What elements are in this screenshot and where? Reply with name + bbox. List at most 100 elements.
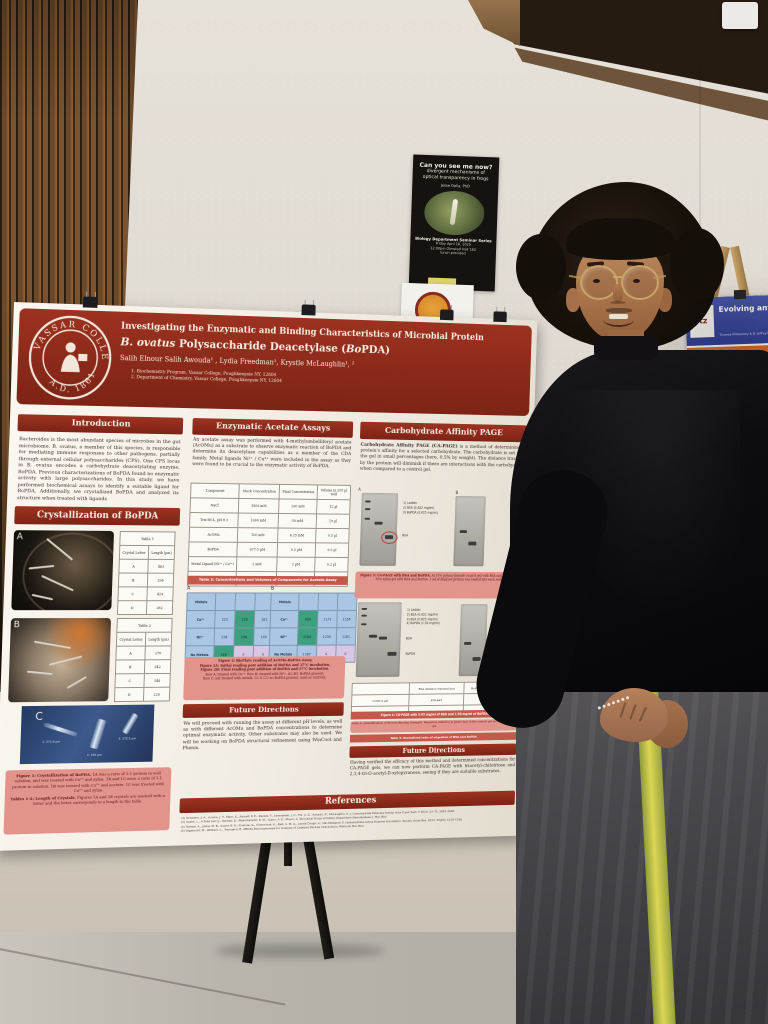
figure-a-letter: A [16, 532, 24, 543]
seal-figure-body [60, 354, 81, 373]
eyeglasses-bridge [613, 276, 622, 278]
frog-spine [449, 198, 459, 226]
svg-text:A.D. 1861: A.D. 1861 [47, 368, 98, 395]
introduction-text: Bacteroides is the most abundant species… [17, 436, 181, 502]
table4-caption: Table 4: Quantification of Protein Bindi… [350, 718, 518, 733]
crystal [26, 670, 53, 675]
seal-house [78, 353, 88, 362]
poster-affiliations: 1. Biochemistry Program, Vassar College,… [131, 369, 527, 392]
gel-image-b1 [453, 495, 486, 567]
plate-row: Cu²⁺ 896 1171 1156 [270, 610, 357, 628]
vassar-college-seal: VASSAR COLLEGE A.D. 1861 [26, 313, 113, 402]
crystal-micrograph-a: A [11, 530, 115, 611]
future-directions-right-text: Having verified the efficacy of this met… [349, 757, 516, 778]
seminar-flyer: Can you see me now? divergent mechanisms… [408, 154, 500, 292]
crystal-micrograph-b: B [8, 618, 112, 703]
bioplate-table-a: Metals Cu²⁺ 220 228 181 Ni²⁺ 178 246 190 No Me… [184, 592, 275, 664]
gel-band [468, 541, 477, 546]
plate-row: Ni²⁺ 178 246 190 [185, 627, 274, 646]
gel-band [368, 634, 378, 638]
table2-header: Length (µm) [145, 632, 172, 647]
binder-clip [301, 304, 316, 316]
future-directions-mid-text: We will proceed with running the assay a… [182, 719, 343, 752]
gel-band [361, 607, 368, 610]
crystal [49, 655, 83, 666]
gel-band [364, 517, 371, 520]
tables12-caption-text: Tables 1-2: Length of Crystals. Figures … [8, 793, 166, 807]
gel-band [361, 614, 367, 617]
gel-band [378, 636, 388, 640]
gel1-lane-labels: 1) Ladder 2) BSA (0.622 mg/ml) 3) BoPDA … [403, 501, 454, 515]
table-row: A 463 [118, 559, 175, 574]
figure2-caption: Figure 2: BioPlate reading of AcOMu–BoPD… [183, 656, 346, 701]
table-row: C 429 [117, 586, 174, 601]
section-banner-future-mid: Future Directions [182, 702, 344, 718]
table1-header: Crystal Letter [119, 545, 149, 560]
plate-row: Ni²⁺ 2064 1230 1181 [269, 627, 356, 646]
crystal-length-table-2: Table 2 Crystal Letter Length (µm) A 270 B… [113, 617, 173, 703]
seal-top-text: VASSAR COLLEGE [26, 314, 110, 363]
title-mid: Polysaccharide Deacetylase ( [175, 337, 347, 356]
title-end: PDA) [361, 343, 391, 357]
crystal [121, 712, 139, 735]
table-row: NaCl 1000 mM 200 mM 12 µl [190, 497, 351, 515]
gel-band [459, 530, 467, 534]
assay-text: An acetate assay was performed with 4-me… [192, 437, 352, 470]
section-banner-introduction: Introduction [17, 414, 184, 435]
table-row: B 342 [115, 659, 171, 674]
poster-header-band: VASSAR COLLEGE A.D. 1861 Investigating t… [16, 308, 532, 417]
gel-band [472, 657, 481, 661]
research-poster: VASSAR COLLEGE A.D. 1861 Investigating t… [0, 296, 538, 851]
table-row: A 270 [115, 645, 172, 661]
easel-floor-shadow [215, 944, 385, 958]
plate-header-row: Metals [186, 592, 275, 611]
plate-header-row: Metals [270, 592, 358, 611]
table5-caption: Table 5: Normalized ratio of migration o… [349, 732, 517, 743]
crystal-length-label: 2. 332 µm [86, 752, 102, 757]
table2-title: Table 2 [116, 618, 173, 633]
svg-text:VASSAR COLLEGE: VASSAR COLLEGE [26, 314, 110, 363]
table-row: D 226 [114, 687, 170, 702]
person-mustache [606, 308, 632, 313]
seal-bottom-text: A.D. 1861 [47, 368, 98, 395]
turtleneck-collar [594, 336, 658, 360]
gel2-arrow-bopda: BoPDA [405, 651, 416, 656]
table1-title: Table 1 [119, 531, 176, 546]
wall-corner-line [699, 62, 701, 312]
crystal-length-table-1: Table 1 Crystal Letter Length (µm) A 463 B… [116, 531, 176, 616]
figure1-caption-text: Figure 1: Crystallization of BoPDA. 1A w… [9, 770, 168, 794]
lane-label: 3) BoPDA (0.625 mg/ml) [402, 510, 438, 515]
figure-c-letter: C [35, 709, 44, 723]
plate-row: Cu²⁺ 220 228 181 [186, 610, 275, 629]
crystal [43, 722, 78, 737]
figure1-caption: Figure 1: Crystallization of BoPDA. 1A w… [3, 767, 172, 835]
table2-header: Crystal Letter [116, 632, 146, 647]
title-bo-italic: Bo [345, 342, 362, 356]
table-row: Tris-HCL, pH 8.3 1000 mM 50 mM 10 µl [189, 512, 350, 529]
figure-b-letter: B [13, 620, 21, 631]
gel2-arrow-bsa: BSA [405, 636, 412, 641]
person-hair-fringe [566, 218, 676, 260]
person-nose [613, 284, 623, 302]
crystal-length-label: 3. 275.5 µm [118, 736, 137, 741]
assay-components-table: Component Stock Concentration Final Conc… [187, 482, 352, 587]
binder-clip [439, 309, 454, 321]
eyeglasses-lens [621, 265, 659, 300]
section-banner-assays: Enzymatic Acetate Assays [192, 418, 354, 438]
gel-a-letter: A [358, 486, 361, 492]
wall-speaker-box [722, 2, 758, 29]
lane-label: 4) BoPDA (1.50 mg/ml) [406, 621, 440, 626]
gel-b-letter: B [455, 490, 459, 496]
highlight-ring [381, 531, 398, 544]
person-nostrils [610, 301, 626, 304]
crystal [89, 718, 107, 750]
eyeglasses-lens [580, 265, 618, 300]
binder-clip [82, 296, 98, 308]
person-jeans [516, 652, 768, 1024]
section-banner-crystallization: Crystallization of BoPDA [14, 506, 181, 526]
gel-band [464, 641, 472, 645]
plate-b-letter: B [270, 585, 275, 592]
gel1-arrow-label: BSA [402, 533, 409, 538]
flyer-speaker: Jesse Delia, PhD [440, 183, 470, 189]
